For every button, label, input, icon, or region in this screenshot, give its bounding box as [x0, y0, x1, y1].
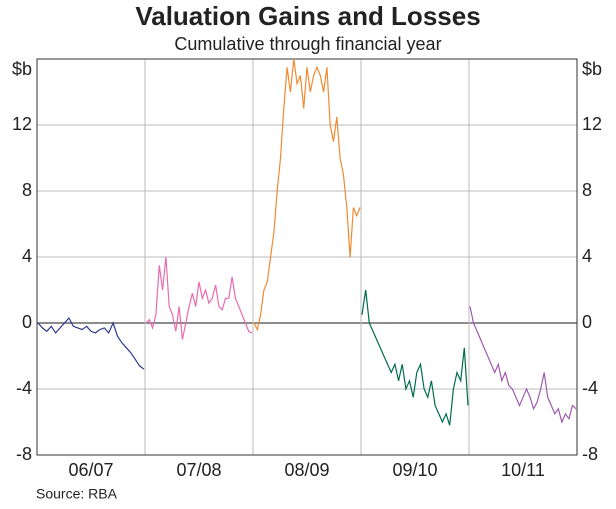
y2-tick-label: -8 — [582, 444, 598, 464]
x-tick-label: 08/09 — [284, 460, 329, 480]
y-tick-label: 4 — [22, 246, 32, 266]
data-line — [469, 306, 577, 424]
y-tick-label: 0 — [22, 312, 32, 332]
data-line — [145, 256, 253, 340]
y-tick-label: -4 — [16, 378, 32, 398]
plot-frame — [36, 58, 578, 456]
data-line — [361, 289, 469, 426]
y2-tick-label: 8 — [582, 180, 592, 200]
y2-tick-label: -4 — [582, 378, 598, 398]
x-tick-label: 07/08 — [176, 460, 221, 480]
y2-axis-label: $b — [582, 59, 602, 79]
y2-tick-label: 0 — [582, 312, 592, 332]
data-line — [253, 58, 361, 332]
y2-tick-label: 12 — [582, 114, 602, 134]
source-note: Source: RBA — [36, 486, 118, 502]
x-tick-label: 09/10 — [392, 460, 437, 480]
x-tick-label: 06/07 — [68, 460, 113, 480]
data-line — [37, 316, 145, 370]
y-tick-label: 12 — [12, 114, 32, 134]
x-tick-label: 10/11 — [501, 460, 545, 480]
chart-subtitle: Cumulative through financial year — [174, 34, 441, 54]
y-axis-label: $b — [12, 59, 32, 79]
y2-tick-label: 4 — [582, 246, 592, 266]
y-tick-label: 8 — [22, 180, 32, 200]
chart-title: Valuation Gains and Losses — [135, 1, 480, 31]
y-tick-label: -8 — [16, 444, 32, 464]
